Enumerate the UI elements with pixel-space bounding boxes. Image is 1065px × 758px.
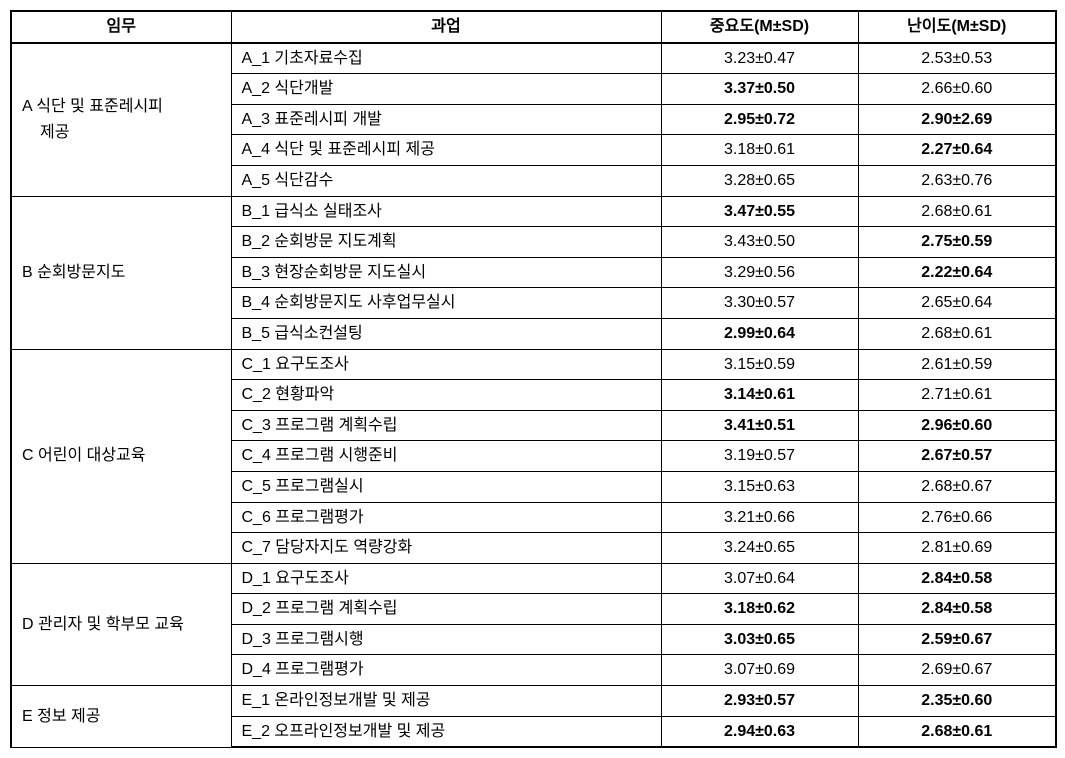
header-difficulty: 난이도(M±SD) bbox=[858, 11, 1056, 43]
importance-cell: 3.21±0.66 bbox=[661, 502, 858, 533]
difficulty-cell: 2.75±0.59 bbox=[858, 227, 1056, 258]
table-row: C 어린이 대상교육C_1 요구도조사3.15±0.592.61±0.59 bbox=[11, 349, 1056, 380]
task-cell: A_2 식단개발 bbox=[231, 74, 661, 105]
difficulty-cell: 2.65±0.64 bbox=[858, 288, 1056, 319]
task-cell: C_7 담당자지도 역량강화 bbox=[231, 533, 661, 564]
difficulty-cell: 2.63±0.76 bbox=[858, 165, 1056, 196]
difficulty-cell: 2.59±0.67 bbox=[858, 624, 1056, 655]
importance-cell: 3.15±0.59 bbox=[661, 349, 858, 380]
difficulty-cell: 2.22±0.64 bbox=[858, 257, 1056, 288]
duty-label-line1: D 관리자 및 학부모 교육 bbox=[22, 612, 223, 638]
table-body: A 식단 및 표준레시피제공A_1 기초자료수집3.23±0.472.53±0.… bbox=[11, 43, 1056, 748]
difficulty-cell: 2.71±0.61 bbox=[858, 380, 1056, 411]
difficulty-cell: 2.68±0.61 bbox=[858, 318, 1056, 349]
difficulty-cell: 2.84±0.58 bbox=[858, 594, 1056, 625]
importance-cell: 3.24±0.65 bbox=[661, 533, 858, 564]
importance-cell: 3.41±0.51 bbox=[661, 410, 858, 441]
importance-cell: 2.99±0.64 bbox=[661, 318, 858, 349]
difficulty-cell: 2.53±0.53 bbox=[858, 43, 1056, 74]
task-cell: B_4 순회방문지도 사후업무실시 bbox=[231, 288, 661, 319]
task-cell: C_1 요구도조사 bbox=[231, 349, 661, 380]
task-cell: C_4 프로그램 시행준비 bbox=[231, 441, 661, 472]
importance-cell: 3.28±0.65 bbox=[661, 165, 858, 196]
task-cell: D_2 프로그램 계획수립 bbox=[231, 594, 661, 625]
task-cell: D_4 프로그램평가 bbox=[231, 655, 661, 686]
importance-cell: 3.07±0.69 bbox=[661, 655, 858, 686]
difficulty-cell: 2.66±0.60 bbox=[858, 74, 1056, 105]
task-cell: A_1 기초자료수집 bbox=[231, 43, 661, 74]
header-importance: 중요도(M±SD) bbox=[661, 11, 858, 43]
duty-label-line1: E 정보 제공 bbox=[22, 704, 223, 730]
importance-cell: 3.47±0.55 bbox=[661, 196, 858, 227]
difficulty-cell: 2.68±0.67 bbox=[858, 471, 1056, 502]
importance-cell: 2.93±0.57 bbox=[661, 686, 858, 717]
task-cell: C_6 프로그램평가 bbox=[231, 502, 661, 533]
header-task: 과업 bbox=[231, 11, 661, 43]
task-cell: B_2 순회방문 지도계획 bbox=[231, 227, 661, 258]
difficulty-cell: 2.27±0.64 bbox=[858, 135, 1056, 166]
difficulty-cell: 2.68±0.61 bbox=[858, 716, 1056, 747]
data-table: 임무 과업 중요도(M±SD) 난이도(M±SD) A 식단 및 표준레시피제공… bbox=[10, 10, 1057, 748]
duty-cell: D 관리자 및 학부모 교육 bbox=[11, 563, 231, 685]
table-row: A 식단 및 표준레시피제공A_1 기초자료수집3.23±0.472.53±0.… bbox=[11, 43, 1056, 74]
task-cell: C_3 프로그램 계획수립 bbox=[231, 410, 661, 441]
task-cell: D_1 요구도조사 bbox=[231, 563, 661, 594]
difficulty-cell: 2.84±0.58 bbox=[858, 563, 1056, 594]
difficulty-cell: 2.67±0.57 bbox=[858, 441, 1056, 472]
difficulty-cell: 2.81±0.69 bbox=[858, 533, 1056, 564]
importance-cell: 2.95±0.72 bbox=[661, 104, 858, 135]
table-header: 임무 과업 중요도(M±SD) 난이도(M±SD) bbox=[11, 11, 1056, 43]
importance-cell: 3.18±0.62 bbox=[661, 594, 858, 625]
difficulty-cell: 2.69±0.67 bbox=[858, 655, 1056, 686]
difficulty-cell: 2.76±0.66 bbox=[858, 502, 1056, 533]
table-row: E 정보 제공E_1 온라인정보개발 및 제공2.93±0.572.35±0.6… bbox=[11, 686, 1056, 717]
difficulty-cell: 2.96±0.60 bbox=[858, 410, 1056, 441]
difficulty-cell: 2.35±0.60 bbox=[858, 686, 1056, 717]
duty-label-line1: B 순회방문지도 bbox=[22, 260, 223, 286]
task-cell: A_4 식단 및 표준레시피 제공 bbox=[231, 135, 661, 166]
importance-cell: 3.15±0.63 bbox=[661, 471, 858, 502]
duty-cell: B 순회방문지도 bbox=[11, 196, 231, 349]
importance-cell: 3.19±0.57 bbox=[661, 441, 858, 472]
table-row: D 관리자 및 학부모 교육D_1 요구도조사3.07±0.642.84±0.5… bbox=[11, 563, 1056, 594]
task-cell: C_2 현황파악 bbox=[231, 380, 661, 411]
importance-cell: 3.23±0.47 bbox=[661, 43, 858, 74]
task-cell: A_3 표준레시피 개발 bbox=[231, 104, 661, 135]
task-cell: B_5 급식소컨설팅 bbox=[231, 318, 661, 349]
task-cell: D_3 프로그램시행 bbox=[231, 624, 661, 655]
difficulty-cell: 2.90±2.69 bbox=[858, 104, 1056, 135]
duty-cell: E 정보 제공 bbox=[11, 686, 231, 748]
task-cell: B_1 급식소 실태조사 bbox=[231, 196, 661, 227]
importance-cell: 3.43±0.50 bbox=[661, 227, 858, 258]
header-duty: 임무 bbox=[11, 11, 231, 43]
task-cell: B_3 현장순회방문 지도실시 bbox=[231, 257, 661, 288]
importance-cell: 3.29±0.56 bbox=[661, 257, 858, 288]
importance-cell: 3.07±0.64 bbox=[661, 563, 858, 594]
importance-cell: 2.94±0.63 bbox=[661, 716, 858, 747]
duty-label-line2: 제공 bbox=[22, 120, 223, 146]
task-cell: A_5 식단감수 bbox=[231, 165, 661, 196]
duty-cell: C 어린이 대상교육 bbox=[11, 349, 231, 563]
table-row: B 순회방문지도B_1 급식소 실태조사3.47±0.552.68±0.61 bbox=[11, 196, 1056, 227]
importance-cell: 3.14±0.61 bbox=[661, 380, 858, 411]
task-cell: E_2 오프라인정보개발 및 제공 bbox=[231, 716, 661, 747]
duty-label-line1: A 식단 및 표준레시피 bbox=[22, 94, 223, 120]
task-cell: E_1 온라인정보개발 및 제공 bbox=[231, 686, 661, 717]
importance-cell: 3.18±0.61 bbox=[661, 135, 858, 166]
difficulty-cell: 2.61±0.59 bbox=[858, 349, 1056, 380]
importance-cell: 3.37±0.50 bbox=[661, 74, 858, 105]
importance-cell: 3.03±0.65 bbox=[661, 624, 858, 655]
duty-label-line1: C 어린이 대상교육 bbox=[22, 443, 223, 469]
task-cell: C_5 프로그램실시 bbox=[231, 471, 661, 502]
importance-cell: 3.30±0.57 bbox=[661, 288, 858, 319]
difficulty-cell: 2.68±0.61 bbox=[858, 196, 1056, 227]
duty-cell: A 식단 및 표준레시피제공 bbox=[11, 43, 231, 196]
